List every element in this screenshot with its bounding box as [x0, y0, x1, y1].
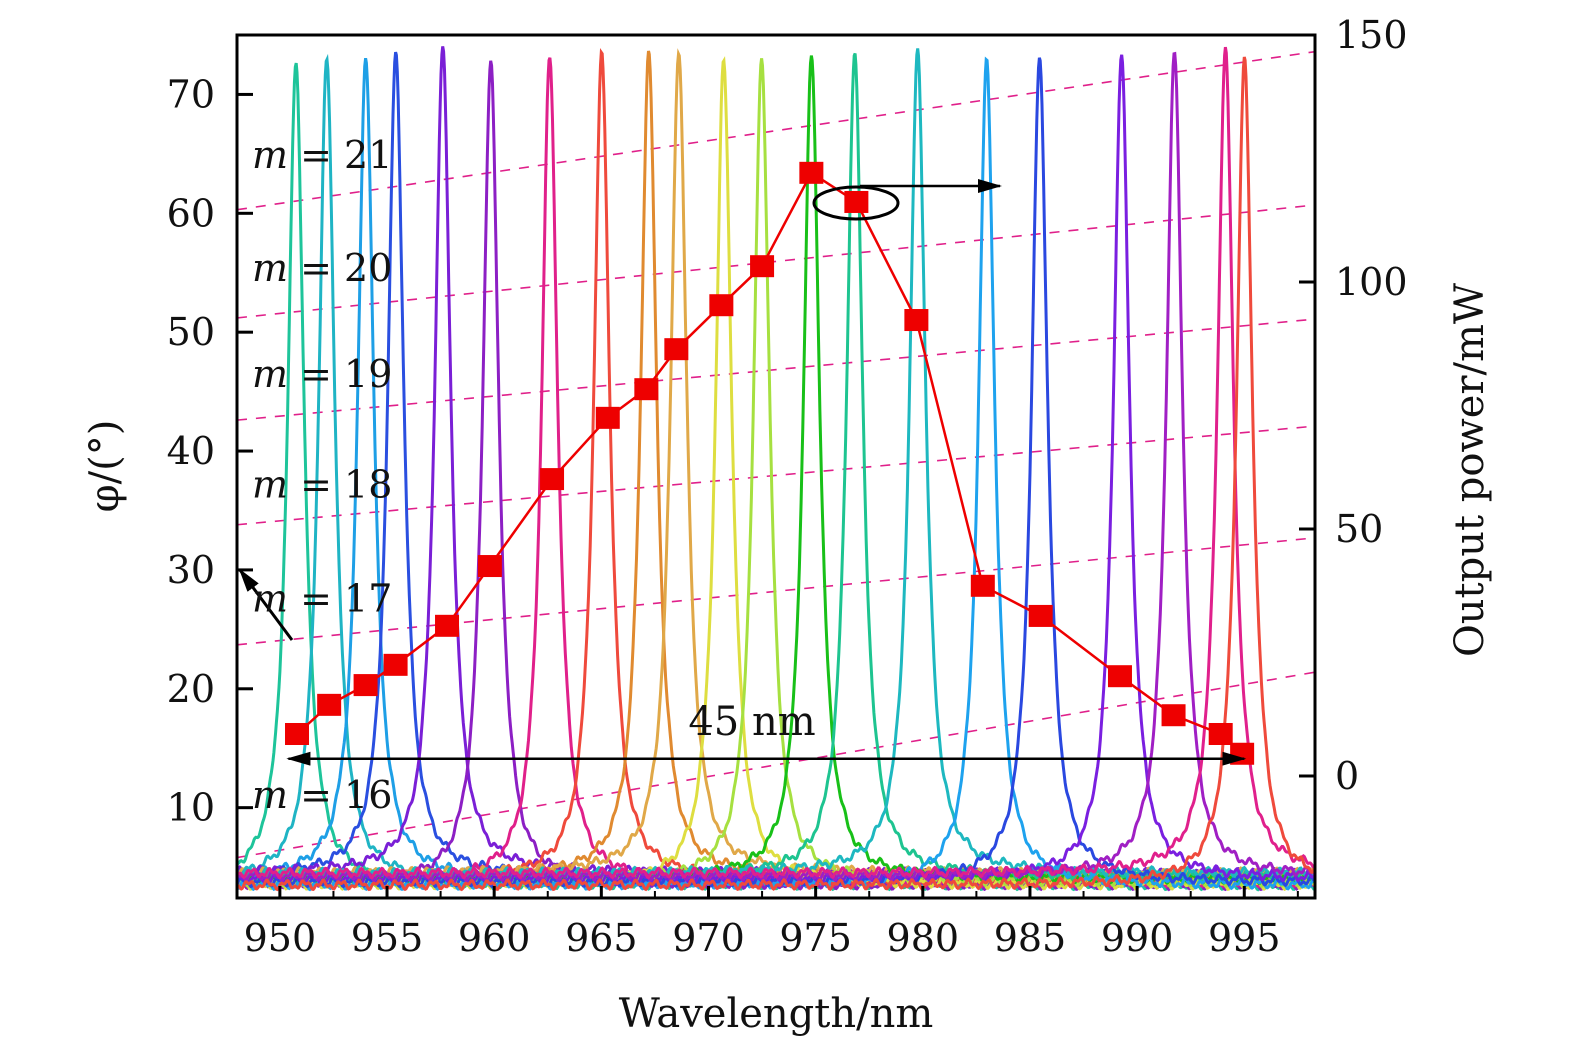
y-left-tick-label: 50 — [167, 310, 215, 354]
mode-label: m = 18 — [252, 463, 392, 507]
mode-label-value: = 19 — [288, 352, 392, 396]
phase-line-20 — [237, 204, 1315, 319]
mode-label-value: = 20 — [288, 246, 392, 290]
span-label: 45 nm — [688, 699, 815, 745]
y-left-tick-label: 60 — [167, 191, 215, 235]
power-point — [970, 574, 995, 597]
y-left-tick-label: 70 — [167, 72, 215, 116]
mode-label-m: m — [252, 246, 288, 290]
power-point — [634, 378, 659, 401]
x-tick-label: 965 — [565, 916, 638, 960]
y-left-axis-label: φ/(°) — [82, 420, 128, 513]
power-point — [709, 294, 734, 317]
y-right-axis-label: Output power/mW — [1447, 283, 1493, 657]
y-right-tick-label: 100 — [1335, 260, 1408, 304]
x-tick-label: 975 — [779, 916, 852, 960]
left-axis-arrow — [238, 568, 294, 641]
y-left-tick-label: 30 — [167, 548, 215, 592]
power-series — [285, 161, 1255, 765]
mode-label-value: = 16 — [288, 773, 392, 817]
power-point — [383, 653, 408, 676]
plot-frame — [235, 33, 1317, 900]
power-point — [435, 614, 460, 637]
mode-label-value: = 21 — [288, 133, 392, 177]
y-left-tick-label: 20 — [167, 667, 215, 711]
power-point — [1230, 742, 1255, 765]
y-right-tick-label: 150 — [1335, 13, 1408, 57]
mode-label-m: m — [252, 577, 288, 621]
x-tick-label: 990 — [1101, 916, 1174, 960]
mode-label: m = 16 — [252, 773, 392, 817]
mode-label: m = 21 — [252, 133, 392, 177]
spectrum-peak — [237, 46, 1315, 880]
power-point — [799, 161, 824, 184]
power-point — [353, 674, 378, 697]
x-tick-label: 960 — [458, 916, 531, 960]
power-point — [285, 722, 310, 745]
mode-label: m = 17 — [252, 577, 392, 621]
spectrum-peak — [237, 56, 1315, 892]
power-point — [1161, 704, 1186, 727]
y-right-tick-label: 50 — [1335, 507, 1383, 551]
x-tick-label: 985 — [994, 916, 1067, 960]
y-left-tick-label: 10 — [167, 786, 215, 830]
x-tick-label: 995 — [1208, 916, 1281, 960]
x-axis-label: Wavelength/nm — [619, 991, 934, 1037]
power-point — [664, 338, 689, 361]
power-point — [540, 468, 565, 491]
x-tick-label: 950 — [244, 916, 317, 960]
power-point — [904, 309, 929, 332]
x-tick-label: 955 — [351, 916, 424, 960]
mode-label: m = 20 — [252, 246, 392, 290]
phase-line-18 — [237, 425, 1315, 526]
spectra — [237, 46, 1315, 892]
power-point — [844, 190, 869, 213]
power-point — [750, 255, 775, 278]
phase-line-19 — [237, 318, 1315, 421]
power-axis-ellipse — [812, 185, 900, 221]
power-point — [1208, 722, 1233, 745]
mode-label-m: m — [252, 463, 288, 507]
mode-label: m = 19 — [252, 352, 392, 396]
power-point — [595, 406, 620, 429]
x-tick-label: 970 — [672, 916, 745, 960]
mode-label-m: m — [252, 133, 288, 177]
power-point — [1028, 604, 1053, 627]
axes: 950 955 960 965 970 975 980 985 990 995 10 20 30 40 50… — [167, 13, 1408, 960]
mode-label-m: m — [252, 352, 288, 396]
mode-label-value: = 17 — [288, 577, 392, 621]
y-left-tick-label: 40 — [167, 429, 215, 473]
mode-labels: m = 21m = 20m = 19m = 18m = 17m = 16 — [252, 133, 392, 817]
power-point — [317, 693, 342, 716]
mode-label-value: = 18 — [288, 463, 392, 507]
mode-label-m: m — [252, 773, 288, 817]
spectrum-peak — [237, 51, 1315, 883]
power-point — [1107, 665, 1132, 688]
spectrum-peak — [237, 56, 1315, 892]
power-point — [477, 555, 502, 578]
annotations: 45 nm — [238, 179, 1247, 766]
y-right-tick-label: 0 — [1335, 754, 1359, 798]
x-tick-label: 980 — [887, 916, 960, 960]
